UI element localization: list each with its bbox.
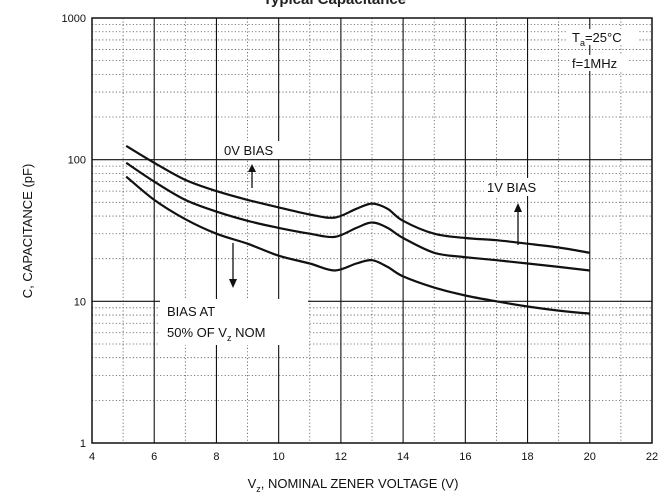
x-tick-label: 14 [397, 451, 409, 463]
y-tick-label: 10 [74, 296, 86, 308]
y-tick-label: 1 [80, 438, 86, 450]
svg-text:50% OF Vz NOM: 50% OF Vz NOM [167, 325, 265, 343]
x-tick-label: 6 [151, 451, 157, 463]
y-tick-labels: 1 10 100 1000 [62, 13, 86, 450]
y-axis-label: C, CAPACITANCE (pF) [20, 164, 35, 299]
annotation-50pct-bias: BIAS AT 50% OF Vz NOM [160, 243, 308, 345]
y-tick-label: 100 [68, 155, 86, 167]
plot-frame [91, 17, 653, 444]
x-tick-label: 10 [273, 451, 285, 463]
annotation-temperature: Ta=25°C [567, 29, 639, 48]
svg-text:f=1MHz: f=1MHz [572, 56, 617, 71]
x-tick-label: 20 [584, 451, 596, 463]
svg-text:0V BIAS: 0V BIAS [224, 143, 273, 158]
curve-series-1 [125, 161, 590, 272]
minor-grid [92, 18, 652, 443]
svg-text:1V BIAS: 1V BIAS [487, 180, 536, 195]
x-tick-label: 4 [89, 451, 95, 463]
x-tick-label: 22 [646, 451, 658, 463]
x-tick-label: 8 [213, 451, 219, 463]
x-tick-labels: 4 6 8 10 12 14 16 18 20 22 [89, 451, 658, 463]
x-tick-label: 18 [521, 451, 533, 463]
curve-series-2 [125, 175, 590, 315]
x-tick-label: 12 [335, 451, 347, 463]
major-grid [92, 18, 652, 443]
annotation-1v-bias: 1V BIAS [484, 178, 554, 245]
x-tick-label: 16 [459, 451, 471, 463]
chart-title: Typical Capacitance [0, 0, 669, 8]
annotation-frequency: f=1MHz [570, 55, 628, 71]
annotation-0v-bias: 0V BIAS [220, 141, 308, 188]
svg-text:Ta=25°C: Ta=25°C [572, 30, 622, 48]
y-tick-label: 1000 [62, 13, 86, 25]
curve-series-0 [125, 144, 590, 254]
curves [125, 144, 590, 315]
x-axis-label: Vz, NOMINAL ZENER VOLTAGE (V) [248, 476, 459, 494]
svg-text:BIAS AT: BIAS AT [167, 304, 215, 319]
